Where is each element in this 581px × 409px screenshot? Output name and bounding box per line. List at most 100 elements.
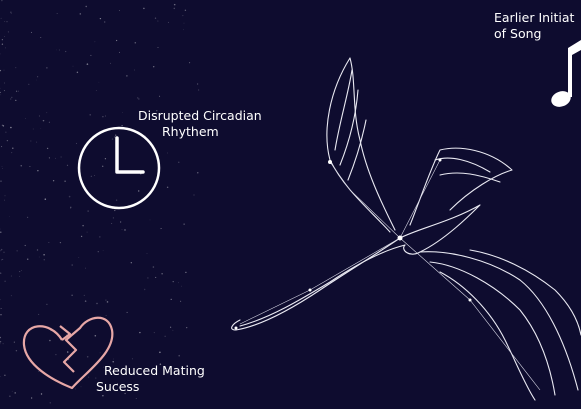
speckle xyxy=(18,90,19,92)
speckle xyxy=(183,29,184,31)
speckle xyxy=(15,349,18,352)
speckle xyxy=(12,147,14,150)
speckle xyxy=(10,12,12,14)
speckle xyxy=(10,295,12,297)
speckle xyxy=(55,353,57,356)
speckle xyxy=(138,98,140,100)
speckle xyxy=(94,334,97,337)
speckle xyxy=(156,110,158,112)
speckle xyxy=(167,21,169,23)
speckle xyxy=(9,395,11,397)
speckle xyxy=(16,250,18,252)
speckle xyxy=(155,276,157,278)
speckle xyxy=(135,398,137,399)
speckle xyxy=(111,370,114,373)
speckle xyxy=(36,249,39,251)
speckle xyxy=(10,275,12,277)
speckle xyxy=(105,299,107,301)
speckle xyxy=(59,241,62,244)
speckle xyxy=(0,272,2,274)
speckle xyxy=(102,366,104,368)
speckle xyxy=(0,94,2,96)
speckle xyxy=(24,118,26,119)
speckle xyxy=(130,262,132,264)
speckle xyxy=(97,251,99,253)
speckle xyxy=(105,315,107,317)
speckle xyxy=(147,277,149,279)
speckle xyxy=(65,50,67,53)
speckle xyxy=(182,15,184,17)
speckle xyxy=(104,115,107,117)
speckle xyxy=(86,355,89,358)
speckle xyxy=(115,39,118,42)
speckle xyxy=(40,36,42,38)
speckle xyxy=(0,180,2,182)
speckle xyxy=(0,308,2,309)
speckle xyxy=(9,216,10,218)
speckle xyxy=(124,386,126,388)
speckle xyxy=(126,75,128,77)
speckle xyxy=(193,194,195,196)
speckle xyxy=(115,134,117,136)
swan-illustration xyxy=(231,57,581,401)
speckle xyxy=(29,165,31,168)
speckle xyxy=(64,180,66,182)
speckle xyxy=(82,224,84,227)
speckle xyxy=(88,376,90,378)
speckle xyxy=(95,90,97,92)
music-note-icon xyxy=(551,40,581,107)
label-line: Disrupted Circadian xyxy=(138,108,262,123)
speckle xyxy=(168,371,170,372)
speckle xyxy=(102,116,104,118)
speckle xyxy=(56,13,58,14)
speckle xyxy=(159,363,162,365)
speckle xyxy=(159,351,161,354)
speckle xyxy=(153,332,155,334)
speckle xyxy=(172,280,174,283)
speckle xyxy=(49,402,51,404)
speckle xyxy=(11,96,13,99)
speckle xyxy=(178,161,180,163)
speckle xyxy=(3,90,5,92)
speckle xyxy=(85,5,87,8)
speckle xyxy=(1,43,4,45)
speckle xyxy=(0,250,2,252)
speckle xyxy=(36,141,38,143)
speckle xyxy=(160,228,162,230)
speckle xyxy=(94,41,96,43)
speckle xyxy=(177,282,179,284)
speckle xyxy=(0,314,2,316)
speckle xyxy=(170,298,172,301)
speckle xyxy=(160,228,162,229)
speckle xyxy=(11,390,13,392)
speckle xyxy=(79,13,82,15)
speckle xyxy=(90,175,92,177)
speckle xyxy=(102,395,104,397)
speckle xyxy=(10,98,12,100)
speckle xyxy=(197,172,199,174)
speckle xyxy=(6,139,9,142)
speckle xyxy=(30,31,32,33)
speckle xyxy=(84,300,87,302)
speckle xyxy=(46,147,49,150)
speckle xyxy=(4,195,6,197)
clock-icon xyxy=(77,126,161,210)
speckle xyxy=(0,53,1,55)
speckle xyxy=(3,251,5,253)
speckle xyxy=(38,115,40,117)
speckle xyxy=(68,195,71,198)
speckle xyxy=(30,140,32,142)
speckle xyxy=(106,301,109,303)
speckle xyxy=(72,65,74,67)
speckle xyxy=(0,91,1,93)
speckle xyxy=(139,331,141,334)
speckle xyxy=(157,20,159,22)
speckle xyxy=(99,17,102,20)
speckle xyxy=(37,169,39,171)
speckle xyxy=(1,38,3,41)
speckle xyxy=(19,271,21,273)
speckle xyxy=(13,341,15,343)
speckle xyxy=(46,67,48,69)
speckle xyxy=(196,83,199,85)
